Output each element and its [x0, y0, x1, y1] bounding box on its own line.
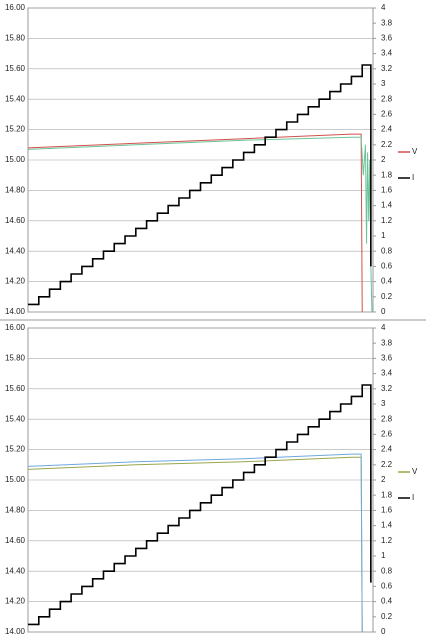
y-tick-label: 14.40 — [5, 566, 26, 575]
y2-tick-label: 1.2 — [381, 536, 393, 545]
legend-label: V — [412, 467, 418, 476]
y-tick-label: 14.20 — [5, 277, 26, 286]
y-tick-label: 15.60 — [5, 64, 26, 73]
y2-tick-label: 3.6 — [381, 354, 393, 363]
y-tick-label: 14.20 — [5, 597, 26, 606]
y2-tick-label: 2.6 — [381, 110, 393, 119]
series-line — [27, 456, 363, 633]
y2-tick-label: 1 — [381, 231, 386, 240]
series-line — [28, 384, 372, 626]
y2-tick-label: 2.6 — [381, 430, 393, 439]
y2-tick-label: 0.2 — [381, 292, 393, 301]
y-tick-label: 15.00 — [5, 155, 26, 164]
y2-tick-label: 0.6 — [381, 262, 393, 271]
y2-tick-label: 2 — [381, 155, 386, 164]
y-tick-label: 15.20 — [5, 125, 26, 134]
series-line — [27, 133, 363, 313]
y2-tick-label: 1.4 — [381, 201, 393, 210]
series-line — [27, 453, 363, 633]
y2-tick-label: 3.8 — [381, 338, 393, 347]
y-tick-label: 15.80 — [5, 354, 26, 363]
y2-tick-label: 2.8 — [381, 414, 393, 423]
y-tick-label: 15.80 — [5, 34, 26, 43]
legend-label: I — [412, 173, 414, 182]
y-tick-label: 16.00 — [5, 3, 26, 12]
y-tick-label: 14.80 — [5, 506, 26, 515]
y2-tick-label: 3.6 — [381, 34, 393, 43]
y2-tick-label: 2.4 — [381, 125, 393, 134]
y-tick-label: 14.00 — [5, 307, 26, 316]
y2-tick-label: 0.8 — [381, 566, 393, 575]
y2-tick-label: 1.4 — [381, 521, 393, 530]
y-tick-label: 14.80 — [5, 186, 26, 195]
y-tick-label: 15.00 — [5, 475, 26, 484]
series-line — [27, 136, 373, 313]
y2-tick-label: 2.4 — [381, 445, 393, 454]
y2-tick-label: 2.8 — [381, 94, 393, 103]
y2-tick-label: 3.2 — [381, 384, 393, 393]
y-tick-label: 16.00 — [5, 323, 26, 332]
y-tick-label: 15.20 — [5, 445, 26, 454]
y-tick-label: 15.60 — [5, 384, 26, 393]
y2-tick-label: 0.6 — [381, 582, 393, 591]
y2-tick-label: 4 — [381, 323, 386, 332]
y2-tick-label: 1.8 — [381, 170, 393, 179]
y-tick-label: 14.40 — [5, 246, 26, 255]
legend-label: I — [412, 493, 414, 502]
y2-tick-label: 1.6 — [381, 506, 393, 515]
y-tick-label: 14.60 — [5, 536, 26, 545]
y-tick-label: 15.40 — [5, 414, 26, 423]
y2-tick-label: 3.4 — [381, 49, 393, 58]
series-line — [28, 64, 372, 306]
y2-tick-label: 0.4 — [381, 277, 393, 286]
y-tick-label: 14.00 — [5, 627, 26, 636]
y2-tick-label: 3.2 — [381, 64, 393, 73]
y2-tick-label: 3 — [381, 399, 386, 408]
y2-tick-label: 0 — [381, 627, 386, 636]
y2-tick-label: 0 — [381, 307, 386, 316]
legend-label: V — [412, 147, 418, 156]
y2-tick-label: 0.8 — [381, 246, 393, 255]
y2-tick-label: 3.8 — [381, 18, 393, 27]
y2-tick-label: 2 — [381, 475, 386, 484]
y2-tick-label: 1.2 — [381, 216, 393, 225]
y-tick-label: 14.60 — [5, 216, 26, 225]
y2-tick-label: 2.2 — [381, 140, 393, 149]
y2-tick-label: 3.4 — [381, 369, 393, 378]
y2-tick-label: 0.4 — [381, 597, 393, 606]
y2-tick-label: 1.6 — [381, 186, 393, 195]
y2-tick-label: 1.8 — [381, 490, 393, 499]
y2-tick-label: 4 — [381, 3, 386, 12]
y-tick-label: 15.40 — [5, 94, 26, 103]
y2-tick-label: 3 — [381, 79, 386, 88]
y2-tick-label: 1 — [381, 551, 386, 560]
y2-tick-label: 0.2 — [381, 612, 393, 621]
y2-tick-label: 2.2 — [381, 460, 393, 469]
